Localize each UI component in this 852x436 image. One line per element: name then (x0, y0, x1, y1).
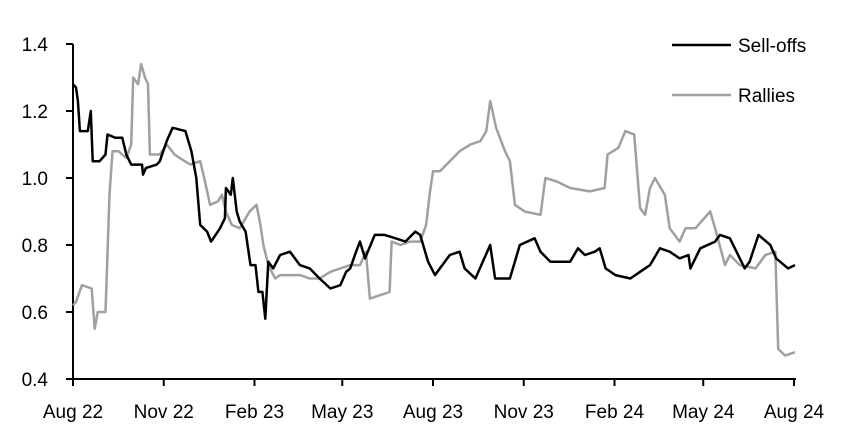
x-tick-label: Aug 22 (43, 402, 103, 423)
y-tick-label: 0.4 (22, 370, 49, 391)
x-tick-label: Nov 23 (494, 402, 554, 423)
y-tick-label: 0.6 (22, 303, 48, 324)
y-tick-label: 1.4 (22, 35, 49, 56)
x-tick-label: Feb 23 (225, 402, 284, 423)
x-tick-label: May 24 (672, 402, 735, 423)
x-tick-label: Aug 23 (403, 402, 463, 423)
x-tick-label: Nov 22 (134, 402, 194, 423)
legend: Sell-offs Rallies (672, 36, 806, 107)
series-rallies (72, 62, 796, 357)
series-line-sell-offs (72, 83, 796, 320)
legend-label-rallies: Rallies (738, 86, 795, 107)
series-group (72, 62, 796, 357)
series-line-rallies (72, 62, 796, 357)
x-tick-label: Aug 24 (764, 402, 825, 423)
y-tick-label: 1.2 (22, 102, 48, 123)
x-axis: Aug 22 Nov 22 Feb 23 May 23 Aug 23 Nov 23 Feb … (43, 378, 825, 423)
x-tick-label: Feb 24 (585, 402, 645, 423)
x-tick-label: May 23 (311, 402, 373, 423)
y-tick-label: 1.0 (22, 169, 48, 190)
y-axis: 0.4 0.6 0.8 1.0 1.2 1.4 (22, 35, 74, 391)
y-tick-label: 0.8 (22, 236, 48, 257)
series-sell-offs (72, 83, 796, 320)
legend-label-sell-offs: Sell-offs (738, 36, 806, 57)
